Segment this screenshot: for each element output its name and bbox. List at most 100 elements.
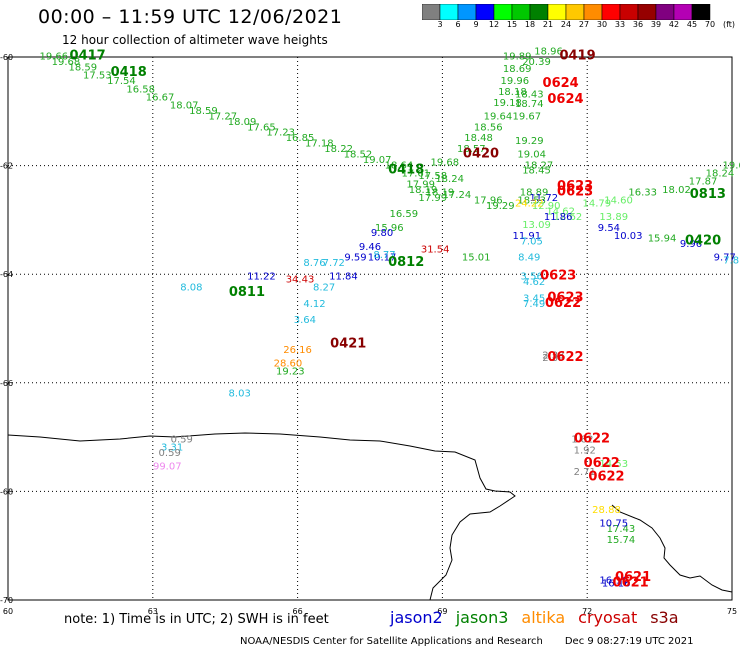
wave-height-value: 17.58: [418, 171, 447, 182]
wave-height-value: 18.19: [409, 185, 438, 196]
wave-height-value: 19.07: [363, 155, 392, 166]
wave-height-value: 19.29: [515, 136, 544, 147]
wave-height-value: 11.86: [544, 212, 573, 223]
wave-height-value: 16.67: [146, 92, 175, 103]
wave-height-value: 18.59: [189, 106, 218, 117]
wave-height-value: 19.29: [486, 201, 515, 212]
wave-height-value: 9.77: [714, 253, 736, 264]
latitude-label: -68: [0, 487, 13, 496]
wave-height-value: 19.89: [503, 52, 532, 63]
pass-time-label: 0418: [111, 65, 147, 80]
wave-height-value: 18.64: [385, 160, 414, 171]
pass-time-label: 0621: [615, 570, 651, 585]
wave-height-value: 18.27: [525, 160, 554, 171]
longitude-label: 60: [3, 607, 13, 616]
pass-time-label: 0418: [388, 163, 424, 178]
wave-height-value: 18.43: [515, 90, 544, 101]
map-title: 00:00 – 11:59 UTC 12/06/2021: [38, 6, 343, 28]
wave-height-value: 17.27: [208, 111, 237, 122]
wave-height-value: 24.22: [515, 198, 544, 209]
wave-height-value: 2.39: [542, 353, 564, 364]
pass-time-label: 0417: [70, 49, 106, 64]
satellite-legend: jason2 jason3 altika cryosat s3a: [390, 608, 692, 627]
wave-height-value: 14.53: [599, 459, 628, 470]
wave-height-value: 18.45: [522, 166, 551, 177]
satellite-name-jason3: jason3: [455, 608, 509, 627]
color-scale-tick: 3: [437, 20, 443, 29]
footer-note: note: 1) Time is in UTC; 2) SWH is in fe…: [64, 612, 329, 627]
wave-height-value: 18.57: [457, 144, 486, 155]
wave-height-value: 11.22: [247, 272, 276, 283]
wave-height-value: 18.07: [170, 101, 199, 112]
wave-height-value: 28.88: [592, 505, 621, 516]
wave-height-value: 13.09: [522, 220, 551, 231]
wave-height-value: 18.53: [517, 196, 546, 207]
wave-height-value: 17.53: [83, 71, 112, 82]
color-scale-unit: (ft): [722, 20, 736, 29]
wave-height-value: 7.72: [323, 258, 345, 269]
color-scale-tick: 33: [614, 20, 626, 29]
wave-height-value: 8.27: [313, 282, 335, 293]
wave-height-value: 0.59: [171, 435, 193, 446]
wave-height-value: 17.23: [266, 128, 295, 139]
wave-height-value: 4.12: [303, 299, 325, 310]
wave-height-value: 1.82: [571, 435, 593, 446]
latitude-label: -62: [0, 162, 13, 171]
wave-height-value: 13.89: [599, 212, 628, 223]
wave-height-value: 10.75: [599, 519, 628, 530]
wave-height-value: 12.90: [532, 201, 561, 212]
pass-time-label: 0811: [229, 285, 265, 300]
wave-height-value: 17.65: [247, 122, 276, 133]
wave-height-value: 19.67: [513, 111, 542, 122]
wave-height-value: 17.61: [402, 168, 431, 179]
wave-height-value: 0.59: [159, 448, 181, 459]
wave-height-value: 17.24: [443, 190, 472, 201]
wave-height-value: 18.19: [426, 187, 455, 198]
longitude-label: 63: [148, 607, 158, 616]
wave-height-value: 7.05: [521, 236, 543, 247]
wave-height-value: 18.59: [68, 63, 97, 74]
wave-height-value: 8.03: [229, 388, 251, 399]
pass-time-label: 0622: [588, 470, 624, 485]
wave-height-value: 3.45: [523, 293, 545, 304]
longitude-label: 75: [727, 607, 737, 616]
longitude-label: 66: [293, 607, 303, 616]
wave-height-value: 17.99: [406, 179, 435, 190]
wave-height-value: 18.96: [534, 46, 563, 57]
wave-height-value: 18.02: [662, 185, 691, 196]
color-scale-tick: 6: [455, 20, 461, 29]
color-scale-bar: [422, 4, 711, 20]
pass-time-label: 0624: [547, 92, 583, 107]
pass-time-label: 0420: [463, 146, 499, 161]
wave-height-value: 8.77: [373, 250, 395, 261]
map-subtitle: 12 hour collection of altimeter wave hei…: [62, 33, 328, 47]
wave-height-value: 9.96: [680, 239, 702, 250]
color-scale-tick: 36: [632, 20, 644, 29]
pass-time-label: 0622: [545, 296, 581, 311]
wave-height-value: 19.64: [484, 111, 513, 122]
color-scale-tick: 42: [668, 20, 680, 29]
wave-height-value: 4.62: [523, 277, 545, 288]
wave-height-value: 16.85: [286, 133, 315, 144]
wave-height-value: 17.43: [607, 524, 636, 535]
wave-height-value: 19.96: [500, 76, 529, 87]
wave-height-value: 17.96: [474, 196, 503, 207]
footer-credit: NOAA/NESDIS Center for Satellite Applica…: [240, 636, 693, 647]
color-scale-tick: 24: [560, 20, 572, 29]
wave-height-value: 3.31: [161, 443, 183, 454]
color-scale-tick: 70: [704, 20, 716, 29]
pass-time-label: 0622: [584, 456, 620, 471]
wave-height-value: 1.92: [574, 445, 596, 456]
color-scale-tick: 45: [686, 20, 698, 29]
wave-height-value: 18.74: [515, 99, 544, 110]
graticule: [8, 57, 732, 600]
credit-text: NOAA/NESDIS Center for Satellite Applica…: [240, 636, 543, 647]
pass-time-label: 0420: [685, 233, 721, 248]
wave-height-value: 7.49: [523, 299, 545, 310]
pass-time-label: 0623: [540, 269, 576, 284]
color-scale-tick: 21: [542, 20, 554, 29]
wave-height-value: 2.71: [574, 467, 596, 478]
wave-height-value: 18.69: [503, 64, 532, 75]
color-scale-tick: 12: [488, 20, 500, 29]
wave-height-value: 14.79: [583, 198, 612, 209]
